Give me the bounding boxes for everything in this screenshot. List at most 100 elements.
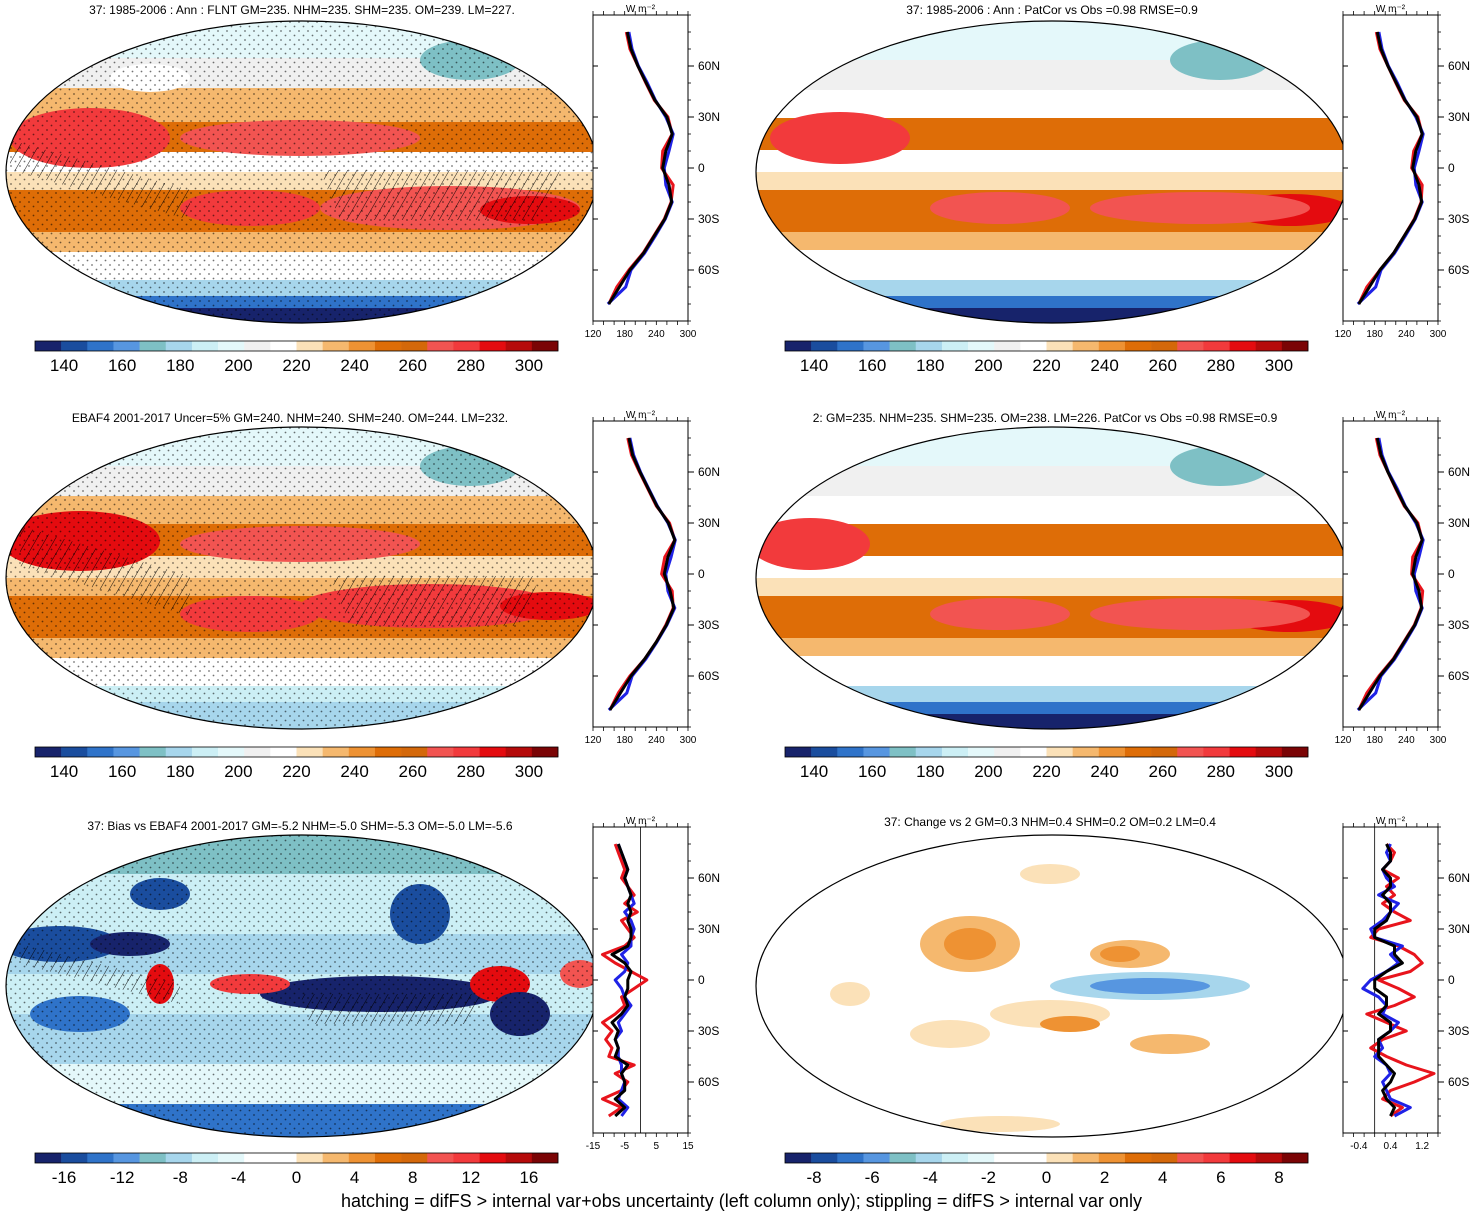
colorbar-swatch [1020, 341, 1047, 351]
colorbar-swatch [139, 1153, 167, 1163]
colorbar-swatch [863, 747, 890, 757]
profile-tick-label: -0.4 [1350, 1141, 1368, 1152]
colorbar-swatch [348, 1153, 376, 1163]
colorbar-swatch [1229, 1153, 1256, 1163]
colorbar-swatch [994, 747, 1021, 757]
colorbar-swatch [1229, 341, 1256, 351]
colorbar-swatch [1281, 747, 1309, 757]
colorbar-tick-label: 260 [399, 356, 427, 375]
colorbar-swatch [191, 1153, 219, 1163]
latitude-label: 60S [1448, 1075, 1469, 1089]
colorbar-tick-label: 220 [1032, 356, 1060, 375]
colorbar-swatch [374, 341, 402, 351]
colorbar-tick-label: -8 [806, 1168, 821, 1187]
colorbar-swatch [1072, 747, 1100, 757]
profile-unit-label: W m⁻² [1376, 410, 1406, 421]
colorbar-swatch [1098, 747, 1126, 757]
panel-5-colorbar: -16 -12 -8 -4 0 4 8 12 16 [34, 1152, 559, 1187]
panel-1-title: 37: 1985-2006 : Ann : FLNT GM=235. NHM=2… [89, 3, 515, 17]
panel-6-map [755, 834, 1349, 1138]
latitude-label: 60N [1448, 465, 1470, 479]
colorbar-swatch [427, 341, 454, 351]
latitude-label: 60N [1448, 59, 1470, 73]
profile-series-line [610, 843, 633, 1118]
colorbar-tick-label: 260 [1149, 356, 1177, 375]
latitude-label: 0 [1448, 161, 1455, 175]
profile-tick-label: 5 [654, 1141, 660, 1152]
colorbar-tick-label: 2 [1100, 1168, 1109, 1187]
colorbar-swatch [1255, 747, 1283, 757]
colorbar-tick-label: 16 [519, 1168, 538, 1187]
latitude-label: 30S [698, 618, 719, 632]
colorbar-swatch [165, 1153, 193, 1163]
profile-tick-label: -5 [620, 1141, 629, 1152]
colorbar-swatch [427, 747, 454, 757]
latitude-label: 60N [1448, 871, 1470, 885]
colorbar-tick-label: -4 [231, 1168, 246, 1187]
profile-frame [592, 14, 689, 322]
colorbar-tick-label: 180 [916, 762, 944, 781]
colorbar-swatch [270, 1153, 297, 1163]
panel-6-colorbar: -8 -6 -4 -2 0 2 4 6 8 [784, 1152, 1309, 1187]
colorbar-tick-label: 200 [224, 356, 252, 375]
colorbar-swatch [1281, 341, 1309, 351]
colorbar-swatch [348, 747, 376, 757]
latitude-label: 30S [1448, 1024, 1469, 1038]
footnote: hatching = difFS > internal var+obs unce… [341, 1191, 1142, 1211]
profile-tick-label: 180 [1366, 329, 1383, 340]
colorbar-tick-label: 200 [224, 762, 252, 781]
colorbar-swatch [1098, 1153, 1126, 1163]
colorbar-tick-label: 240 [1090, 356, 1118, 375]
colorbar-swatch [531, 341, 559, 351]
colorbar-swatch [1255, 1153, 1283, 1163]
colorbar-swatch [87, 1153, 114, 1163]
colorbar-swatch [453, 1153, 480, 1163]
colorbar-tick-label: -16 [52, 1168, 77, 1187]
profile-series-line [1373, 843, 1404, 1117]
panel-6-profile: 60N 30N 0 30S 60S W m⁻² -0.4 0.4 1.2 [1342, 816, 1470, 1152]
colorbar-swatch [165, 747, 193, 757]
panel-6: 37: Change vs 2 GM=0.3 NHM=0.4 SHM=0.2 O… [755, 815, 1470, 1187]
colorbar-tick-label: 8 [1274, 1168, 1283, 1187]
colorbar-swatch [1177, 341, 1204, 351]
profile-tick-label: 180 [1366, 735, 1383, 746]
profile-tick-label: 300 [1430, 329, 1447, 340]
colorbar-swatch [785, 747, 812, 757]
colorbar-tick-label: -8 [173, 1168, 188, 1187]
colorbar-swatch [479, 747, 506, 757]
panel-2-map [755, 20, 1349, 324]
profile-tick-label: 15 [682, 1141, 694, 1152]
latitude-label: 60N [698, 59, 720, 73]
latitude-label: 30N [1448, 110, 1470, 124]
panel-1-map [5, 20, 599, 324]
colorbar-swatch [1046, 1153, 1073, 1163]
colorbar-swatch [785, 1153, 812, 1163]
colorbar-swatch [811, 1153, 838, 1163]
colorbar-swatch [322, 341, 350, 351]
profile-tick-label: 180 [616, 329, 633, 340]
colorbar-tick-label: 240 [340, 762, 368, 781]
latitude-label: 60S [1448, 263, 1469, 277]
panel-2-profile: 60N 30N 0 30S 60S W m⁻² 120 180 240 300 [1335, 4, 1470, 340]
colorbar-tick-label: -12 [110, 1168, 135, 1187]
colorbar-swatch [1281, 1153, 1309, 1163]
panel-4-colorbar: 140 160 180 200 220 240 260 280 300 [784, 746, 1309, 781]
colorbar-swatch [811, 341, 838, 351]
profile-frame [592, 420, 689, 728]
panel-5-profile: 60N 30N 0 30S 60S W m⁻² -15 -5 5 15 [586, 816, 720, 1152]
colorbar-swatch [941, 341, 969, 351]
colorbar-tick-label: 280 [1207, 356, 1235, 375]
colorbar-swatch [35, 1153, 62, 1163]
latitude-label: 0 [698, 161, 705, 175]
colorbar-swatch [374, 747, 402, 757]
colorbar-tick-label: -2 [981, 1168, 996, 1187]
profile-tick-label: 180 [616, 735, 633, 746]
colorbar-swatch [244, 341, 271, 351]
latitude-label: 30N [1448, 516, 1470, 530]
colorbar-swatch [994, 341, 1021, 351]
latitude-label: 30S [698, 1024, 719, 1038]
profile-tick-label: -15 [586, 1141, 601, 1152]
colorbar-swatch [61, 1153, 88, 1163]
colorbar-swatch [915, 341, 943, 351]
